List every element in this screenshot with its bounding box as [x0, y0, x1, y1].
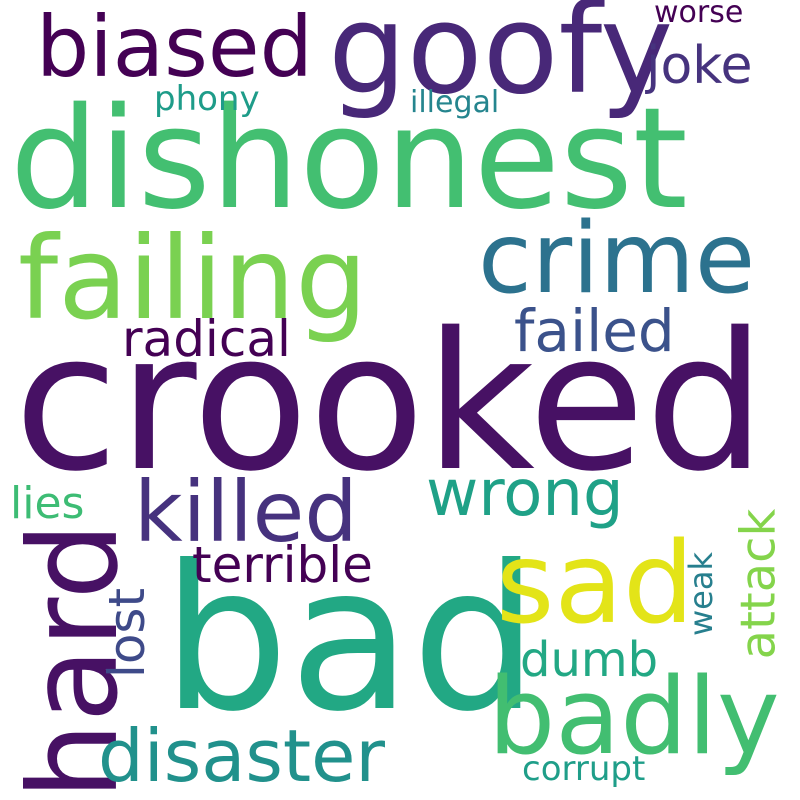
word-lies: lies	[10, 478, 85, 529]
word-wrong: wrong	[426, 457, 624, 531]
word-terrible: terrible	[192, 536, 373, 594]
word-bad: bad	[162, 523, 539, 756]
word-corrupt: corrupt	[522, 749, 646, 789]
word-phony: phony	[154, 79, 260, 119]
word-attack: attack	[730, 508, 787, 660]
word-crooked: crooked	[14, 292, 766, 513]
word-sad: sad	[496, 519, 695, 649]
word-badly: badly	[488, 655, 780, 778]
word-killed: killed	[134, 463, 358, 561]
word-joke: joke	[646, 36, 753, 96]
word-lost: lost	[98, 587, 157, 679]
word-illegal: illegal	[410, 85, 500, 120]
word-dumb: dumb	[520, 632, 659, 688]
word-disaster: disaster	[98, 714, 385, 798]
word-radical: radical	[122, 310, 291, 368]
word-goofy: goofy	[328, 0, 674, 122]
word-weak: weak	[682, 552, 720, 636]
word-failed: failed	[514, 297, 675, 365]
word-biased: biased	[36, 0, 313, 96]
word-crime: crime	[478, 202, 756, 316]
word-dishonest: dishonest	[10, 78, 688, 241]
word-failing: failing	[18, 212, 368, 345]
word-worse: worse	[654, 0, 744, 30]
